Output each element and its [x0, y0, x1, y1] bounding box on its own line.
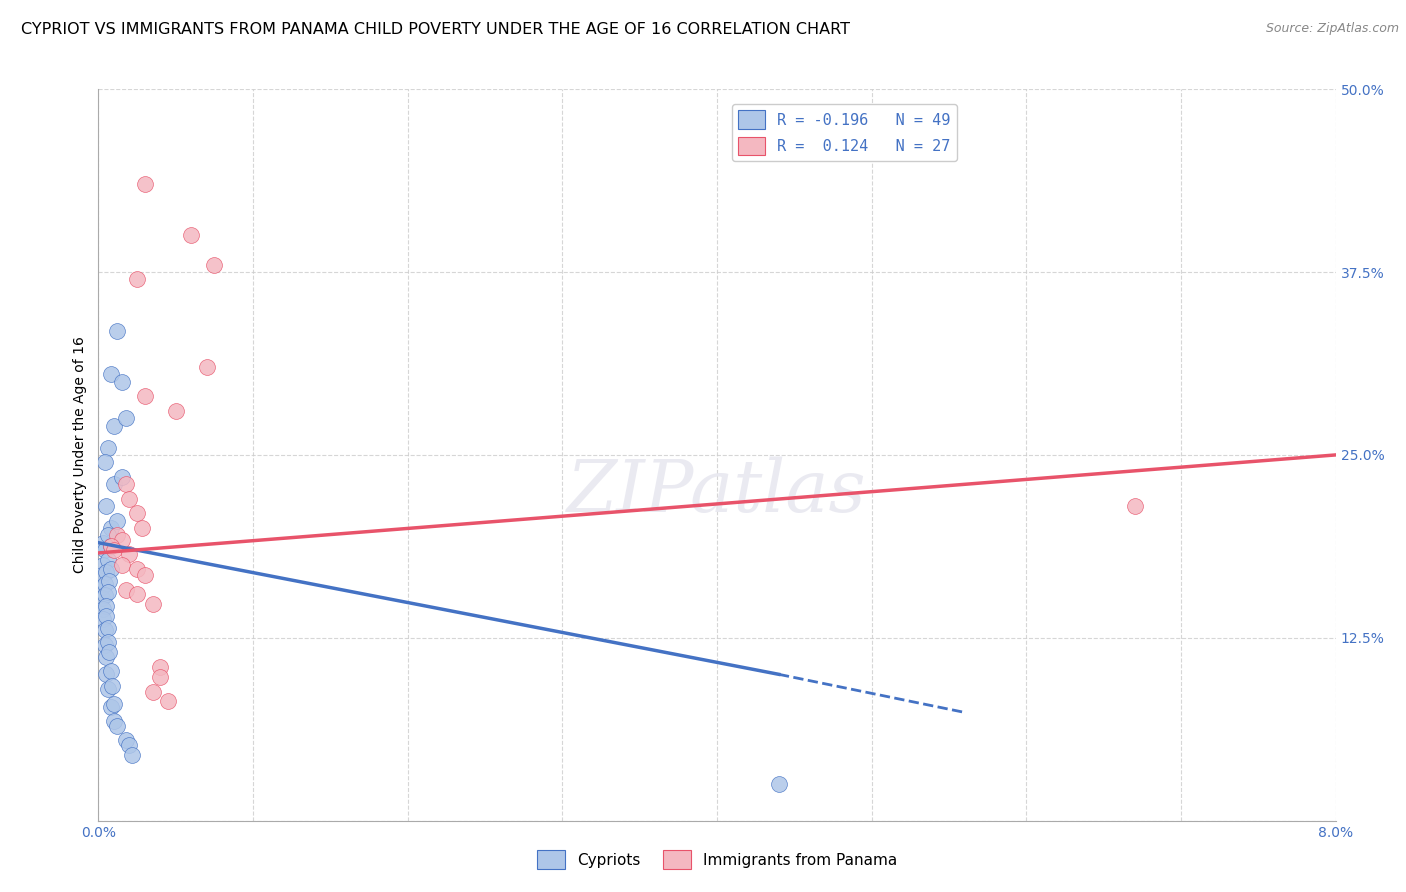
Point	[121, 747, 143, 762]
Point	[127, 587, 149, 601]
Point	[134, 389, 156, 403]
Point	[91, 558, 114, 572]
Point	[96, 599, 118, 613]
Point	[100, 521, 122, 535]
Legend: Cypriots, Immigrants from Panama: Cypriots, Immigrants from Panama	[531, 845, 903, 875]
Point	[204, 258, 226, 272]
Point	[127, 272, 149, 286]
Point	[111, 558, 132, 572]
Point	[96, 565, 118, 579]
Text: ZIPatlas: ZIPatlas	[567, 456, 868, 527]
Point	[90, 591, 112, 606]
Point	[115, 477, 138, 491]
Point	[100, 368, 122, 382]
Point	[90, 567, 112, 582]
Point	[97, 681, 120, 696]
Point	[105, 718, 128, 732]
Point	[1123, 499, 1146, 513]
Point	[115, 582, 138, 597]
Point	[118, 738, 141, 752]
Point	[96, 649, 118, 664]
Point	[97, 441, 120, 455]
Point	[90, 580, 112, 594]
Point	[100, 539, 122, 553]
Point	[105, 514, 128, 528]
Point	[103, 543, 125, 558]
Point	[97, 621, 120, 635]
Point	[111, 470, 132, 484]
Point	[105, 324, 128, 338]
Point	[97, 528, 120, 542]
Point	[98, 645, 121, 659]
Point	[93, 588, 115, 602]
Point	[93, 576, 115, 591]
Point	[100, 665, 122, 679]
Point	[93, 638, 115, 652]
Point	[180, 228, 202, 243]
Point	[103, 697, 125, 711]
Point	[141, 597, 165, 611]
Point	[149, 670, 172, 684]
Point	[157, 694, 180, 708]
Text: Source: ZipAtlas.com: Source: ZipAtlas.com	[1265, 22, 1399, 36]
Point	[768, 777, 790, 791]
Point	[134, 178, 156, 192]
Point	[115, 411, 138, 425]
Point	[195, 360, 218, 375]
Point	[103, 714, 125, 728]
Point	[118, 491, 141, 506]
Point	[127, 507, 149, 521]
Point	[101, 679, 124, 693]
Point	[141, 685, 165, 699]
Point	[98, 574, 121, 588]
Point	[93, 543, 115, 558]
Point	[91, 612, 114, 626]
Point	[149, 660, 172, 674]
Point	[100, 562, 122, 576]
Point	[131, 521, 153, 535]
Point	[96, 499, 118, 513]
Point	[93, 624, 115, 638]
Point	[115, 733, 138, 747]
Y-axis label: Child Poverty Under the Age of 16: Child Poverty Under the Age of 16	[73, 336, 87, 574]
Point	[111, 375, 132, 389]
Point	[96, 667, 118, 681]
Point	[165, 404, 187, 418]
Point	[91, 601, 114, 615]
Point	[100, 539, 122, 553]
Point	[97, 553, 120, 567]
Point	[103, 418, 125, 433]
Text: CYPRIOT VS IMMIGRANTS FROM PANAMA CHILD POVERTY UNDER THE AGE OF 16 CORRELATION : CYPRIOT VS IMMIGRANTS FROM PANAMA CHILD …	[21, 22, 851, 37]
Point	[111, 533, 132, 547]
Point	[127, 562, 149, 576]
Point	[93, 455, 115, 469]
Point	[96, 608, 118, 623]
Point	[103, 477, 125, 491]
Point	[134, 567, 156, 582]
Point	[97, 585, 120, 599]
Point	[97, 635, 120, 649]
Point	[91, 535, 114, 549]
Point	[105, 528, 128, 542]
Point	[118, 548, 141, 562]
Point	[100, 699, 122, 714]
